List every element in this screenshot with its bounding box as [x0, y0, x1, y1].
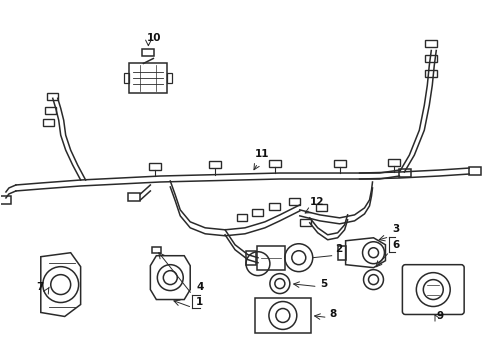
Bar	[149, 163, 161, 170]
Bar	[209, 161, 221, 168]
Bar	[124, 73, 129, 84]
Text: 2: 2	[335, 244, 342, 254]
Text: 3: 3	[392, 224, 400, 234]
Bar	[389, 159, 400, 166]
Bar	[257, 246, 285, 270]
Text: 5: 5	[319, 279, 327, 289]
Bar	[0, 196, 11, 204]
Bar	[246, 251, 256, 265]
Bar	[334, 159, 345, 167]
Bar	[425, 70, 437, 77]
Text: 9: 9	[436, 311, 443, 321]
Bar	[128, 193, 141, 201]
Bar	[129, 63, 167, 93]
Bar	[255, 298, 311, 333]
Bar	[269, 160, 281, 167]
Bar	[167, 73, 172, 84]
Bar	[152, 247, 161, 253]
Bar	[338, 246, 345, 260]
Bar	[425, 55, 437, 62]
Text: 1: 1	[196, 297, 203, 306]
Bar	[252, 210, 264, 216]
Bar	[270, 203, 280, 210]
Text: 10: 10	[147, 32, 162, 42]
Bar	[47, 93, 58, 100]
Bar	[289, 198, 300, 206]
Text: 6: 6	[392, 240, 400, 250]
Text: 12: 12	[310, 197, 324, 207]
Text: 4: 4	[196, 282, 203, 292]
Bar	[469, 167, 481, 175]
Bar	[399, 169, 412, 177]
Text: 7: 7	[36, 282, 43, 292]
Bar	[45, 107, 56, 114]
Text: 11: 11	[255, 149, 270, 159]
Bar	[300, 219, 311, 226]
Bar	[43, 119, 54, 126]
Bar	[143, 49, 154, 56]
Bar	[425, 40, 437, 47]
Text: 8: 8	[330, 310, 337, 319]
Bar	[237, 214, 247, 221]
Bar	[316, 204, 327, 211]
